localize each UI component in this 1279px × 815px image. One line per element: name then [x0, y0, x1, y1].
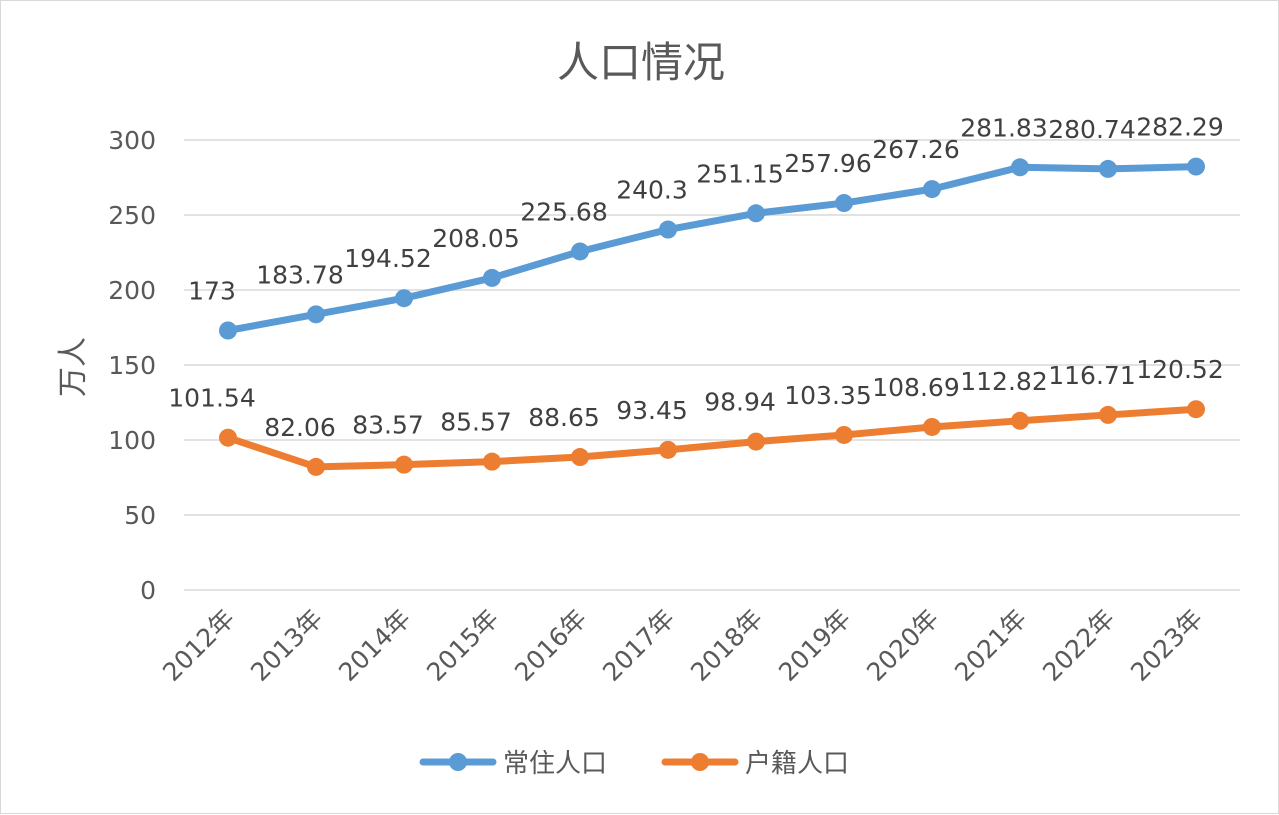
series-lines	[224, 163, 1200, 471]
series-line	[224, 163, 1200, 334]
y-tick-label: 0	[140, 576, 156, 605]
data-point	[659, 440, 677, 459]
data-point	[1187, 400, 1205, 419]
data-label: 120.52	[1136, 355, 1223, 384]
data-label: 82.06	[264, 413, 336, 442]
legend-label: 户籍人口	[745, 749, 849, 779]
data-label: 101.54	[168, 384, 255, 413]
chart-title: 人口情况	[557, 38, 725, 87]
data-label: 93.45	[616, 396, 688, 425]
data-point	[571, 448, 589, 467]
data-point	[307, 457, 325, 476]
data-point	[835, 194, 853, 213]
x-tick-label: 2013年	[245, 604, 328, 687]
data-point	[483, 268, 501, 287]
data-point	[1187, 157, 1205, 176]
y-tick-label: 300	[108, 126, 156, 155]
x-tick-label: 2016年	[509, 604, 592, 687]
data-point	[1011, 158, 1029, 177]
data-label: 173	[188, 277, 236, 306]
data-point	[923, 417, 941, 436]
data-label: 267.26	[872, 135, 959, 164]
data-label: 108.69	[872, 373, 959, 402]
x-tick-label: 2022年	[1037, 604, 1120, 687]
x-tick-label: 2021年	[949, 604, 1032, 687]
y-axis-label: 万人	[56, 337, 91, 397]
data-point	[483, 452, 501, 471]
legend-label: 常住人口	[503, 749, 607, 779]
data-label: 112.82	[960, 367, 1047, 396]
data-point	[1099, 159, 1117, 178]
data-point	[307, 305, 325, 324]
gridlines	[184, 139, 1240, 591]
data-point	[747, 432, 765, 451]
x-axis-ticks: 2012年 2013年 2014年 2015年 2016年 2017年 2018年 2019年…	[157, 604, 1208, 687]
data-label: 281.83	[960, 113, 1047, 142]
data-label: 282.29	[1136, 113, 1223, 142]
data-point	[219, 321, 237, 340]
data-label: 116.71	[1048, 361, 1135, 390]
data-point	[395, 455, 413, 474]
series-line	[224, 405, 1200, 471]
y-tick-label: 250	[108, 201, 156, 230]
y-tick-label: 50	[124, 501, 156, 530]
data-point	[1011, 411, 1029, 430]
data-label: 194.52	[344, 244, 431, 273]
legend-marker	[691, 753, 709, 771]
data-point	[395, 289, 413, 308]
data-label: 88.65	[528, 403, 600, 432]
x-tick-label: 2018年	[685, 604, 768, 687]
y-tick-label: 200	[108, 276, 156, 305]
data-point	[923, 180, 941, 199]
data-label: 251.15	[696, 159, 783, 188]
data-label: 225.68	[520, 197, 607, 226]
data-point	[219, 428, 237, 447]
x-tick-label: 2020年	[861, 604, 944, 687]
data-label: 83.57	[352, 411, 424, 440]
data-label: 85.57	[440, 408, 512, 437]
data-label: 183.78	[256, 260, 343, 289]
data-point	[659, 220, 677, 239]
x-tick-label: 2019年	[773, 604, 856, 687]
data-point	[571, 242, 589, 261]
legend: 常住人口 户籍人口	[419, 749, 849, 779]
data-label: 240.3	[616, 176, 688, 205]
x-tick-label: 2015年	[421, 604, 504, 687]
x-tick-label: 2012年	[157, 604, 240, 687]
x-tick-label: 2017年	[597, 604, 680, 687]
y-tick-label: 100	[108, 426, 156, 455]
data-label: 98.94	[704, 388, 776, 417]
data-label: 208.05	[432, 224, 519, 253]
data-point	[747, 204, 765, 223]
legend-marker	[449, 753, 467, 771]
data-point	[835, 425, 853, 444]
data-label: 257.96	[784, 149, 871, 178]
y-tick-label: 150	[108, 351, 156, 380]
data-point	[1099, 405, 1117, 424]
series-markers	[219, 157, 1205, 476]
x-tick-label: 2014年	[333, 604, 416, 687]
data-label: 280.74	[1048, 115, 1135, 144]
y-axis-ticks: 0 50 100 150 200 250 300	[108, 126, 156, 605]
data-label: 103.35	[784, 381, 871, 410]
x-tick-label: 2023年	[1125, 604, 1208, 687]
